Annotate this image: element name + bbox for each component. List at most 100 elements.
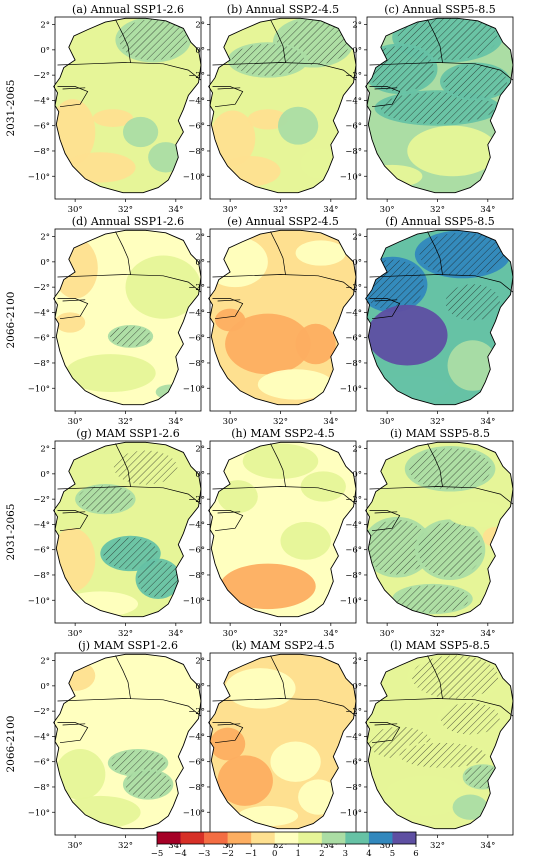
- y-tick-label: −8°: [345, 359, 362, 369]
- country-border: [212, 62, 357, 81]
- country-border: [374, 723, 398, 726]
- y-tick-label: −6°: [33, 758, 50, 768]
- y-tick-label: −10°: [183, 596, 205, 606]
- significance-hatch: [365, 519, 429, 575]
- y-tick-label: −10°: [183, 808, 205, 818]
- colorbar-tick-label: 3: [343, 849, 348, 859]
- x-tick-label: 34°: [323, 629, 338, 639]
- country-border: [369, 274, 514, 293]
- x-tick-label: 30°: [68, 629, 83, 639]
- country-border: [374, 511, 398, 514]
- panel-title: (b) Annual SSP2-4.5: [227, 3, 339, 16]
- y-tick-label: −8°: [188, 147, 205, 157]
- colorbar-segment: [345, 832, 370, 844]
- y-tick-label: −8°: [188, 359, 205, 369]
- country-border: [57, 698, 202, 717]
- significance-hatch: [409, 448, 491, 490]
- anomaly-patch: [270, 741, 321, 782]
- map-panel-c: (c) Annual SSP5-8.5 2° 0° −2° −4° −6° −8° −10° 3…: [340, 3, 514, 215]
- map-panels: 2031-2065 (a) Annual SSP1-2.6 2° 0° −2° −4° −6…: [5, 3, 514, 851]
- y-tick-label: 0°: [352, 682, 362, 692]
- y-tick-label: −2°: [33, 707, 50, 717]
- region-outline: [53, 17, 202, 194]
- x-tick-label: 32°: [273, 205, 288, 215]
- y-tick-label: −2°: [345, 495, 362, 505]
- y-tick-label: −4°: [33, 308, 50, 318]
- colorbar-tick-label: −4: [174, 849, 187, 859]
- anomaly-patch: [447, 501, 508, 527]
- panel-title: (g) MAM SSP1-2.6: [76, 427, 180, 440]
- anomaly-patch: [217, 755, 273, 806]
- map-panel-i: (i) MAM SSP5-8.5 2° 0° −2° −4° −6° −8° −10° 30° 3…: [340, 427, 514, 639]
- country-border: [62, 511, 86, 514]
- anomaly-patch: [280, 521, 331, 560]
- x-tick-label: 30°: [380, 629, 395, 639]
- anomaly-patch: [447, 340, 498, 391]
- anomaly-patch: [125, 255, 201, 319]
- anomaly-patch: [225, 668, 296, 709]
- country-border: [57, 86, 89, 108]
- country-border: [212, 274, 357, 293]
- y-tick-label: −6°: [33, 546, 50, 556]
- country-border: [212, 86, 244, 108]
- significance-hatch: [110, 326, 151, 347]
- y-tick-label: 0°: [195, 258, 205, 268]
- country-border: [369, 86, 401, 108]
- anomaly-patch: [220, 563, 316, 610]
- y-tick-label: −6°: [345, 122, 362, 132]
- y-tick-label: −2°: [345, 283, 362, 293]
- y-tick-label: −4°: [345, 308, 362, 318]
- y-tick-label: −8°: [33, 147, 50, 157]
- country-border: [62, 87, 86, 90]
- country-border: [57, 722, 89, 744]
- map-panel-j: (j) MAM SSP1-2.6 2° 0° −2° −4° −6° −8° −10° 30° 3…: [28, 639, 202, 851]
- y-tick-label: 0°: [40, 46, 50, 56]
- x-tick-label: 34°: [168, 629, 183, 639]
- region-outline: [365, 653, 514, 830]
- country-border: [369, 510, 401, 532]
- y-tick-label: −4°: [33, 732, 50, 742]
- significance-hatch: [78, 485, 133, 513]
- anomaly-patch: [55, 749, 106, 800]
- map-panel-e: (e) Annual SSP2-4.5 2° 0° −2° −4° −6° −8° −10° 3…: [183, 215, 357, 427]
- region-outline: [53, 441, 202, 618]
- colorbar-tick-label: 2: [319, 849, 324, 859]
- x-tick-label: 32°: [430, 417, 445, 427]
- significance-hatch: [231, 44, 305, 76]
- anomaly-patch: [452, 794, 488, 820]
- country-border: [212, 722, 244, 744]
- colorbar-segment: [157, 832, 181, 844]
- region-outline: [208, 653, 357, 830]
- y-tick-label: −10°: [183, 172, 205, 182]
- country-border: [270, 231, 286, 275]
- y-tick-label: −2°: [188, 707, 205, 717]
- country-border: [62, 299, 86, 302]
- colorbar-segment: [180, 832, 205, 844]
- significance-hatch: [113, 450, 178, 485]
- significance-hatch: [380, 92, 495, 124]
- y-tick-label: −4°: [33, 520, 50, 530]
- x-tick-label: 30°: [380, 841, 395, 851]
- row-period-label: 2066-2100: [5, 292, 17, 349]
- colorbar-segment: [368, 832, 393, 844]
- map-panel-b: (b) Annual SSP2-4.5 2° 0° −2° −4° −6° −8° −10° 3…: [183, 3, 357, 215]
- country-border: [62, 723, 86, 726]
- significance-hatch: [412, 655, 499, 699]
- country-border: [374, 299, 398, 302]
- y-tick-label: −8°: [33, 571, 50, 581]
- y-tick-label: −4°: [188, 520, 205, 530]
- anomaly-patch: [277, 106, 319, 145]
- country-border: [212, 298, 244, 320]
- country-border: [217, 87, 241, 90]
- y-tick-label: −4°: [188, 308, 205, 318]
- x-tick-label: 32°: [118, 417, 133, 427]
- y-tick-label: −10°: [340, 172, 362, 182]
- region-outline: [53, 229, 202, 406]
- y-tick-label: −10°: [340, 596, 362, 606]
- anomaly-patch: [215, 308, 246, 332]
- region-outline: [53, 653, 202, 830]
- colorbar-segment: [392, 832, 417, 844]
- region-outline: [208, 441, 357, 618]
- colorbar-segment: [251, 832, 276, 844]
- significance-hatch: [396, 585, 469, 613]
